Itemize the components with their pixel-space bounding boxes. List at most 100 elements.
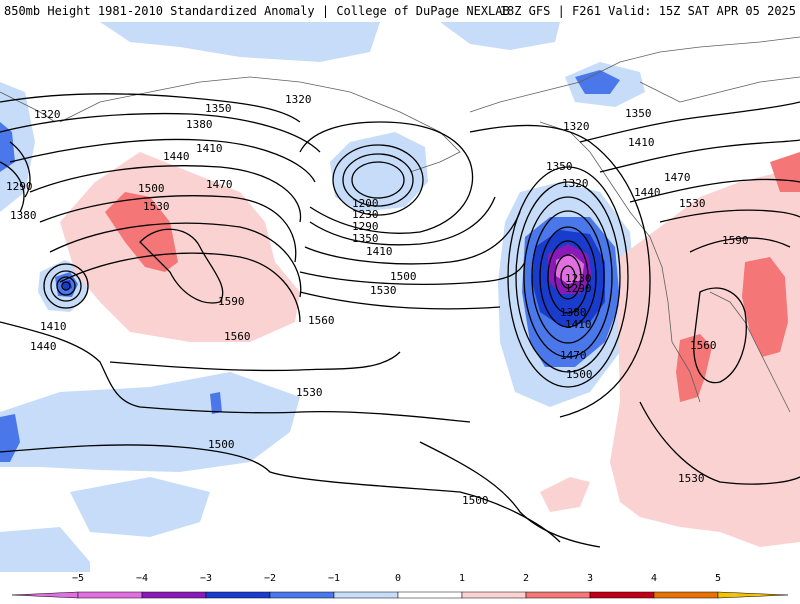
contour-label: 1410	[40, 320, 67, 333]
colorbar-label: −5	[71, 573, 85, 584]
anomaly-fill	[105, 192, 178, 272]
height-contour	[629, 178, 800, 203]
contour-label: 1410	[366, 245, 393, 258]
height-contour	[547, 240, 589, 314]
anomaly-fill	[0, 527, 90, 572]
contour-label: 1320	[34, 108, 61, 121]
contour-label: 1380	[10, 209, 37, 222]
height-contour	[515, 181, 621, 373]
contour-label: 1320	[562, 177, 589, 190]
height-contour	[639, 401, 800, 485]
height-contour	[9, 141, 31, 198]
height-contour	[43, 263, 89, 309]
contour-label: 1290	[6, 180, 33, 193]
height-contour	[29, 165, 302, 223]
height-contours	[0, 93, 800, 548]
colorbar-swatch	[589, 591, 655, 599]
anomaly-fill	[742, 257, 788, 357]
height-contour	[299, 291, 501, 310]
colorbar-swatch	[141, 591, 207, 599]
height-contour	[0, 161, 25, 213]
colorbar-label: 2	[522, 573, 530, 584]
anomaly-fill	[70, 477, 210, 537]
height-contour	[0, 112, 321, 153]
contour-label: 1560	[224, 330, 251, 343]
colorbar-swatch	[205, 591, 271, 599]
colorbar-label: 0	[394, 573, 402, 584]
contour-label: 1380	[186, 118, 213, 131]
contour-label: 1530	[678, 472, 705, 485]
height-contour	[0, 444, 561, 543]
height-contour	[560, 265, 576, 289]
contour-label: 1350	[625, 107, 652, 120]
contour-label: 1470	[560, 349, 587, 362]
anomaly-map: 1320 1350 1380 1410 1440 1290 1380 1410 …	[0, 22, 800, 572]
coastline	[59, 76, 461, 173]
height-contour	[0, 93, 301, 123]
colorbar-swatch	[269, 591, 335, 599]
coastline	[539, 121, 701, 403]
contour-label: 1500	[390, 270, 417, 283]
colorbar-swatch	[397, 591, 463, 599]
anomaly-fill	[540, 477, 590, 512]
height-contour	[531, 210, 605, 344]
height-contour	[61, 281, 71, 291]
anomaly-fill	[440, 22, 560, 50]
contour-label: 1320	[563, 120, 590, 133]
height-contour	[554, 254, 582, 300]
colorbar: −5 −4 −3 −2 −1 0 1 2 3 4 5	[0, 572, 800, 600]
contour-label: 1410	[565, 318, 592, 331]
contour-label: 1500	[208, 438, 235, 451]
contour-label: 1560	[308, 314, 335, 327]
height-contour	[56, 276, 76, 296]
height-contour	[523, 196, 613, 358]
contour-label: 1290	[565, 282, 592, 295]
colorbar-label: −3	[199, 573, 213, 584]
height-contour	[659, 209, 800, 223]
coastline	[0, 91, 56, 123]
height-contour	[299, 261, 526, 285]
header: 850mb Height 1981-2010 Standardized Anom…	[0, 0, 800, 22]
contour-label: 1500	[566, 368, 593, 381]
contour-label: 1530	[679, 197, 706, 210]
contour-label: 1350	[546, 160, 573, 173]
coastline	[709, 291, 791, 413]
height-contour	[332, 144, 424, 216]
height-contour	[351, 161, 405, 199]
height-contour	[579, 101, 800, 143]
colorbar-swatch	[333, 591, 399, 599]
height-contour	[507, 166, 629, 388]
colorbar-swatch	[525, 591, 591, 599]
anomaly-fill	[330, 132, 428, 212]
anomaly-fill	[0, 414, 20, 462]
contour-label: 1470	[206, 178, 233, 191]
colorbar-label: −2	[263, 573, 277, 584]
positive-anomaly-fills	[60, 152, 800, 547]
map-panel: 1320 1350 1380 1410 1440 1290 1380 1410 …	[0, 22, 800, 572]
contour-label: 1230	[352, 208, 379, 221]
contour-label: 1230	[565, 272, 592, 285]
contour-label: 1410	[196, 142, 223, 155]
contour-label: 1380	[560, 306, 587, 319]
anomaly-fill	[210, 392, 222, 414]
colorbar-graphic	[11, 591, 789, 599]
colorbar-swatch	[461, 591, 527, 599]
contour-label: 1530	[296, 386, 323, 399]
height-contour	[0, 321, 471, 423]
contour-label: 1200	[352, 197, 379, 210]
contour-label: 1590	[218, 295, 245, 308]
colorbar-swatch	[653, 591, 719, 599]
anomaly-fill	[770, 152, 800, 192]
height-contour	[39, 195, 297, 263]
anomaly-fill	[0, 122, 15, 172]
contour-label: 1560	[690, 339, 717, 352]
height-contour	[139, 228, 224, 304]
height-contour	[299, 121, 474, 234]
colorbar-label: 4	[650, 573, 658, 584]
colorbar-label: 3	[586, 573, 594, 584]
contour-label: 1350	[205, 102, 232, 115]
anomaly-fill	[676, 334, 712, 402]
height-contour	[49, 222, 302, 298]
height-contour	[109, 351, 401, 372]
contour-label: 1470	[664, 171, 691, 184]
